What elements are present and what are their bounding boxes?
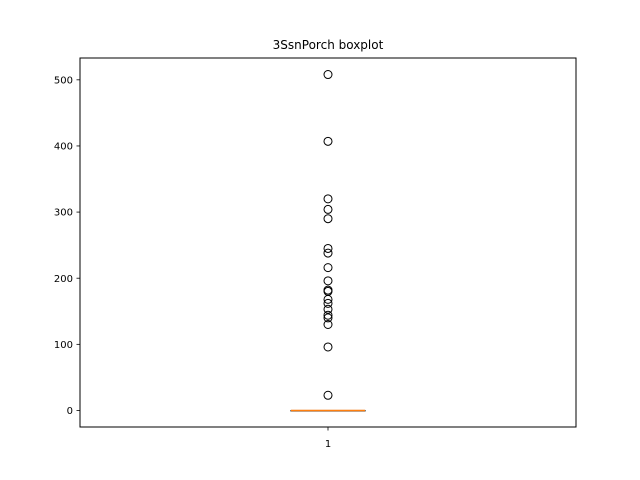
outlier-point	[323, 304, 333, 314]
outlier-point	[323, 313, 333, 323]
y-tick-label: 500	[54, 75, 73, 86]
x-tick-label: 1	[325, 439, 331, 450]
outlier-point	[323, 248, 333, 258]
outlier-point	[323, 214, 333, 224]
y-tick-label: 300	[54, 208, 73, 219]
outlier-point	[323, 390, 333, 400]
outlier-point	[323, 298, 333, 308]
y-tick-label: 0	[67, 406, 73, 417]
outlier-point	[323, 342, 333, 352]
outlier-point	[323, 204, 333, 214]
outlier-point	[323, 320, 333, 329]
outlier-point	[323, 310, 333, 320]
y-tick-label: 100	[54, 340, 73, 351]
outlier-point	[323, 285, 333, 295]
outlier-point	[323, 243, 333, 253]
x-axis: 1	[325, 427, 331, 450]
y-tick-label: 400	[54, 142, 73, 153]
plot-area	[290, 70, 366, 412]
chart-title: 3SsnPorch boxplot	[273, 38, 384, 52]
outlier-point	[323, 136, 333, 146]
outlier-point	[323, 70, 333, 80]
outlier-point	[323, 276, 333, 286]
outlier-point	[323, 194, 333, 204]
outlier-point	[323, 263, 333, 273]
y-axis: 0 100 200 300 400 500	[54, 75, 80, 417]
y-tick-label: 200	[54, 274, 73, 285]
plot-frame	[79, 57, 577, 428]
